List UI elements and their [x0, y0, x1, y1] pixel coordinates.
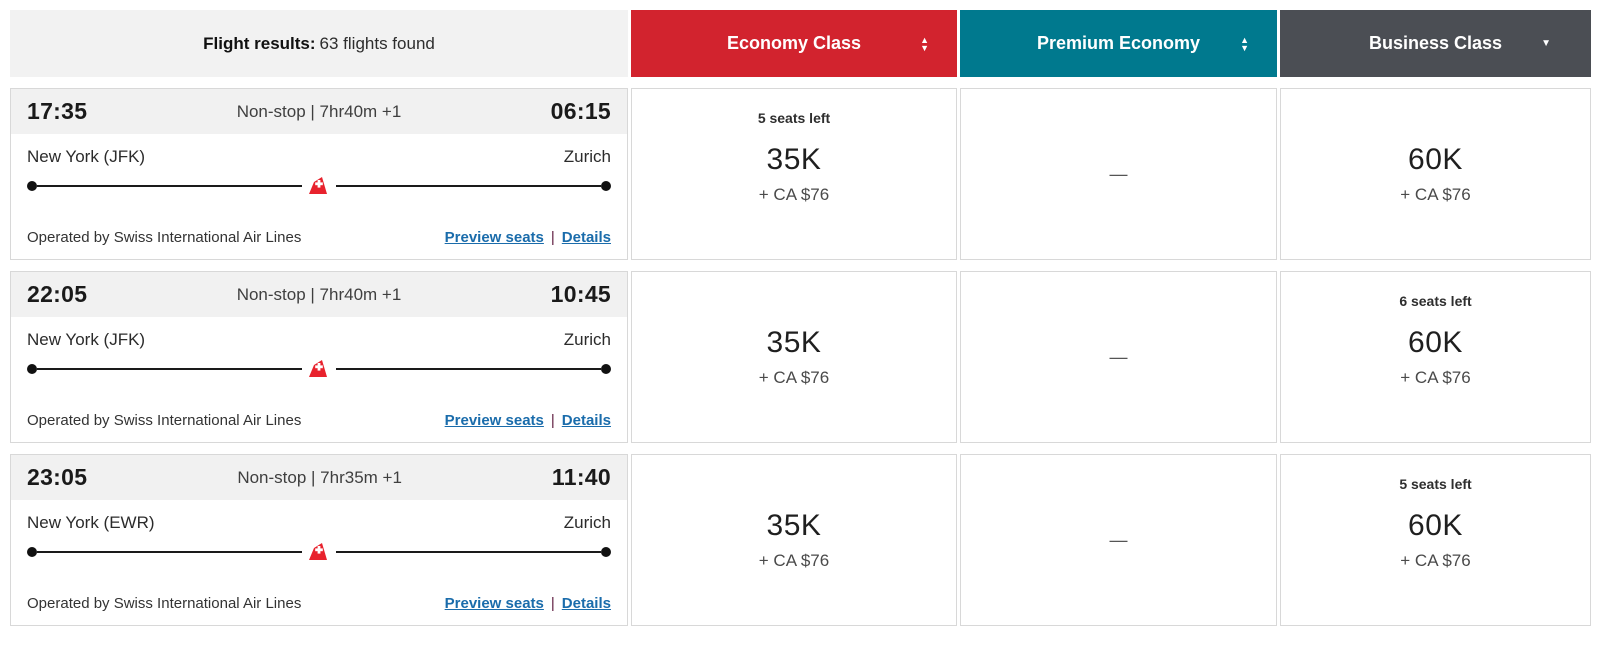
time-strip: 17:35 Non-stop | 7hr40m +1 06:15 — [11, 89, 627, 134]
results-summary-bar: Flight results: 63 flights found — [10, 10, 628, 77]
flight-body: New York (JFK) Zurich Operated by Swiss … — [11, 134, 627, 259]
destination-city: Zurich — [563, 330, 611, 349]
swiss-airline-logo-icon — [307, 360, 331, 378]
seats-left-badge: 5 seats left — [757, 110, 831, 126]
swiss-airline-logo-icon — [307, 177, 331, 195]
route-cities: New York (EWR) Zurich — [27, 513, 611, 533]
not-available-dash: — — [1109, 529, 1128, 550]
operated-by-text: Operated by Swiss International Air Line… — [27, 412, 302, 429]
business-fare-cell[interactable]: 5 seats left 60K + CA $76 — [1280, 454, 1591, 626]
premium-economy-fare-cell[interactable]: — — [960, 88, 1277, 260]
swiss-airline-logo-icon — [307, 543, 331, 561]
details-link[interactable]: Details — [561, 229, 611, 246]
origin-dot — [27, 364, 37, 374]
not-available-dash: — — [1109, 346, 1128, 367]
column-header-premium-economy[interactable]: Premium Economy ▲ ▼ — [960, 10, 1277, 77]
economy-fare-cell[interactable]: 35K + CA $76 — [631, 271, 957, 443]
cash-surcharge: + CA $76 — [758, 551, 830, 570]
route-cities: New York (JFK) Zurich — [27, 330, 611, 350]
cash-surcharge: + CA $76 — [1400, 551, 1471, 570]
economy-fare-cell[interactable]: 35K + CA $76 — [631, 454, 957, 626]
preview-seats-link[interactable]: Preview seats — [444, 595, 544, 612]
depart-time: 23:05 — [27, 464, 88, 490]
flight-body: New York (JFK) Zurich Operated by Swiss … — [11, 317, 627, 442]
premium-economy-fare-cell[interactable]: — — [960, 271, 1277, 443]
miles-price: 35K — [766, 143, 822, 176]
route-line — [27, 177, 611, 195]
flight-info-card: 23:05 Non-stop | 7hr35m +1 11:40 New Yor… — [10, 454, 628, 626]
stops-duration: Non-stop | 7hr40m +1 — [236, 284, 402, 304]
destination-dot — [601, 364, 611, 374]
cash-surcharge: + CA $76 — [758, 185, 830, 204]
stops-duration: Non-stop | 7hr35m +1 — [237, 467, 402, 487]
origin-city: New York (JFK) — [27, 147, 146, 166]
flight-results-grid: Flight results: 63 flights found Economy… — [10, 10, 1591, 626]
arrive-time: 10:45 — [550, 281, 611, 307]
origin-city: New York (EWR) — [27, 513, 155, 532]
business-fare-cell[interactable]: 60K + CA $76 — [1280, 88, 1591, 260]
destination-dot — [601, 547, 611, 557]
miles-price: 60K — [1408, 326, 1463, 359]
arrive-time: 11:40 — [551, 464, 611, 490]
time-strip: 23:05 Non-stop | 7hr35m +1 11:40 — [11, 455, 627, 500]
flight-footer: Operated by Swiss International Air Line… — [27, 229, 611, 246]
arrive-time: 06:15 — [550, 98, 611, 124]
operated-by-text: Operated by Swiss International Air Line… — [27, 229, 302, 246]
cash-surcharge: + CA $76 — [758, 368, 830, 387]
miles-price: 35K — [766, 326, 822, 359]
not-available-dash: — — [1109, 163, 1128, 184]
route-line — [27, 360, 611, 378]
miles-price: 60K — [1408, 509, 1463, 542]
business-class-label: Business Class — [1368, 33, 1503, 53]
depart-time: 22:05 — [27, 281, 88, 307]
economy-class-label: Economy Class — [726, 33, 862, 53]
sort-arrows-icon[interactable]: ▲ ▼ — [920, 34, 929, 53]
seats-left-badge: 6 seats left — [1399, 293, 1472, 309]
preview-seats-link[interactable]: Preview seats — [444, 412, 544, 429]
miles-price: 60K — [1408, 143, 1463, 176]
flight-info-card: 17:35 Non-stop | 7hr40m +1 06:15 New Yor… — [10, 88, 628, 260]
seats-left-badge: 5 seats left — [1399, 476, 1472, 492]
chevron-down-icon[interactable]: ▼ — [1541, 37, 1551, 49]
origin-dot — [27, 181, 37, 191]
details-link[interactable]: Details — [561, 412, 611, 429]
operated-by-text: Operated by Swiss International Air Line… — [27, 595, 302, 612]
premium-economy-label: Premium Economy — [1036, 33, 1201, 53]
flight-links: Preview seats | Details — [445, 595, 611, 612]
cash-surcharge: + CA $76 — [1400, 368, 1471, 387]
results-label: Flight results: — [203, 33, 316, 53]
premium-economy-fare-cell[interactable]: — — [960, 454, 1277, 626]
route-cities: New York (JFK) Zurich — [27, 147, 611, 167]
results-count: 63 flights found — [319, 33, 435, 53]
cash-surcharge: + CA $76 — [1400, 185, 1471, 204]
depart-time: 17:35 — [27, 98, 88, 124]
flight-info-card: 22:05 Non-stop | 7hr40m +1 10:45 New Yor… — [10, 271, 628, 443]
link-separator: | — [550, 595, 555, 612]
stops-duration: Non-stop | 7hr40m +1 — [236, 101, 402, 121]
destination-city: Zurich — [563, 147, 611, 166]
flight-footer: Operated by Swiss International Air Line… — [27, 412, 611, 429]
flight-links: Preview seats | Details — [445, 229, 611, 246]
details-link[interactable]: Details — [561, 595, 611, 612]
flight-links: Preview seats | Details — [445, 412, 611, 429]
economy-fare-cell[interactable]: 5 seats left 35K + CA $76 — [631, 88, 957, 260]
origin-city: New York (JFK) — [27, 330, 146, 349]
route-line — [27, 543, 611, 561]
column-header-business[interactable]: Business Class ▼ — [1280, 10, 1591, 77]
miles-price: 35K — [766, 509, 822, 542]
business-fare-cell[interactable]: 6 seats left 60K + CA $76 — [1280, 271, 1591, 443]
link-separator: | — [550, 229, 555, 246]
sort-arrows-icon[interactable]: ▲ ▼ — [1240, 34, 1249, 53]
destination-dot — [601, 181, 611, 191]
flight-footer: Operated by Swiss International Air Line… — [27, 595, 611, 612]
preview-seats-link[interactable]: Preview seats — [444, 229, 544, 246]
column-header-economy[interactable]: Economy Class ▲ ▼ — [631, 10, 957, 77]
time-strip: 22:05 Non-stop | 7hr40m +1 10:45 — [11, 272, 627, 317]
flight-body: New York (EWR) Zurich Operated by Swiss … — [11, 500, 627, 625]
link-separator: | — [550, 412, 555, 429]
destination-city: Zurich — [563, 513, 611, 532]
origin-dot — [27, 547, 37, 557]
